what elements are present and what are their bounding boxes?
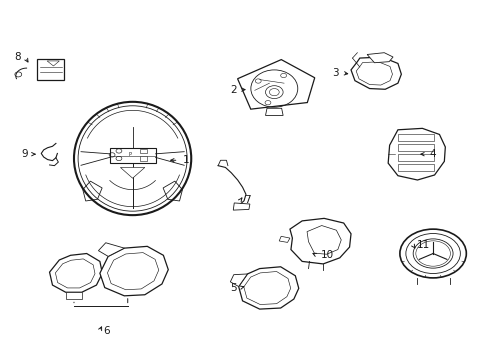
Polygon shape: [367, 53, 393, 63]
Text: 11: 11: [417, 240, 430, 250]
Polygon shape: [239, 267, 299, 309]
Polygon shape: [398, 164, 434, 171]
Text: 1: 1: [182, 155, 189, 165]
Polygon shape: [110, 148, 156, 163]
Text: 7: 7: [244, 195, 251, 206]
Polygon shape: [121, 167, 145, 178]
Polygon shape: [398, 144, 434, 151]
Polygon shape: [100, 246, 168, 296]
Polygon shape: [230, 274, 247, 287]
Polygon shape: [66, 292, 82, 300]
Text: 10: 10: [321, 250, 334, 260]
Polygon shape: [140, 156, 147, 161]
Polygon shape: [266, 108, 283, 116]
Text: 4: 4: [430, 149, 436, 159]
Polygon shape: [140, 149, 147, 153]
Polygon shape: [233, 203, 250, 210]
Polygon shape: [290, 219, 351, 264]
Text: 9: 9: [21, 149, 27, 159]
Polygon shape: [388, 129, 445, 180]
Polygon shape: [279, 236, 290, 242]
Text: 6: 6: [103, 326, 110, 336]
Polygon shape: [398, 154, 434, 161]
Polygon shape: [98, 243, 124, 256]
Text: 8: 8: [15, 52, 21, 62]
Polygon shape: [351, 57, 401, 89]
Text: P: P: [129, 152, 132, 157]
Polygon shape: [49, 253, 102, 292]
Polygon shape: [238, 60, 315, 109]
Text: 2: 2: [230, 85, 237, 95]
Text: 3: 3: [332, 68, 339, 78]
Polygon shape: [37, 59, 64, 80]
Text: 5: 5: [230, 283, 237, 293]
Polygon shape: [398, 134, 434, 141]
